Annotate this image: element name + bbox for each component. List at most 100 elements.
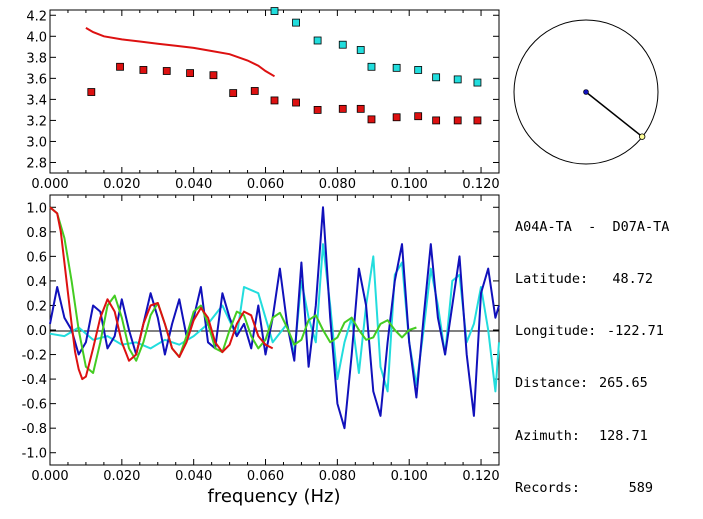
top-point-red	[186, 69, 194, 77]
top-point-red	[414, 112, 423, 121]
azimuth-label: Azimuth:	[515, 427, 581, 444]
bot-ytick-label: 0.8	[26, 226, 47, 241]
top-point-red	[162, 67, 171, 75]
bot-ytick-label: 0.2	[26, 299, 47, 314]
top-point-red	[453, 116, 462, 125]
top-point-cyan	[313, 36, 322, 45]
bot-ytick-label: 0.0	[26, 324, 47, 339]
top-ytick-label: 4.0	[26, 30, 47, 45]
top-point-cyan	[432, 73, 441, 82]
top-point-cyan	[392, 63, 401, 72]
top-ytick-label: 3.6	[26, 72, 47, 87]
station-pair: A04A-TA - D07A-TA	[515, 218, 670, 235]
azimuth-panel	[513, 19, 659, 165]
top-point-cyan	[356, 46, 365, 54]
top-point-red	[87, 88, 96, 96]
info-row-azimuth: Azimuth: 128.71	[515, 428, 669, 445]
x-axis-label: frequency (Hz)	[207, 486, 340, 507]
bottom-panel: 0.000 0.020 0.040 0.060 0.080 0.100 0.120 1.0 0.…	[22, 194, 500, 507]
top-ytick-label: 4.2	[26, 9, 47, 24]
longitude-label: Longitude:	[515, 323, 597, 340]
station-info-panel: A04A-TA - D07A-TA Latitude: 48.72 Longitu…	[515, 184, 669, 515]
bot-ytick-label: -0.8	[22, 422, 47, 437]
top-point-red	[139, 66, 148, 74]
bot-ytick-label: -0.2	[22, 349, 47, 364]
info-row-longitude: Longitude: -122.71	[515, 323, 669, 340]
distance-value: 265.65	[599, 375, 648, 392]
records-label: Records:	[515, 479, 581, 496]
top-plot-frame	[49, 9, 500, 174]
bot-ytick-label: 0.6	[26, 250, 47, 265]
compass-marks	[583, 89, 646, 140]
bot-ytick-label: -1.0	[22, 447, 47, 462]
bottom-series-blue	[49, 206, 500, 430]
bottom-axis-ticks: 0.000 0.020 0.040 0.060 0.080 0.100 0.120 1.0 0.…	[22, 195, 500, 484]
distance-label: Distance:	[515, 375, 589, 392]
top-point-red	[313, 106, 322, 114]
top-axis-ticks: 0.000 0.020 0.040 0.060 0.080 0.100 0.120 2.8 3.…	[26, 9, 499, 192]
top-point-red	[432, 116, 441, 125]
bot-ytick-label: 0.4	[26, 275, 47, 290]
top-panel: 0.000 0.020 0.040 0.060 0.080 0.100 0.120 2.8 3.…	[26, 7, 500, 192]
bot-xtick-label: 0.000	[31, 469, 68, 484]
bottom-data-series	[49, 206, 500, 430]
bot-xtick-label: 0.120	[462, 469, 499, 484]
bottom-plot-frame	[49, 194, 500, 466]
top-point-cyan	[367, 62, 376, 71]
top-ytick-label: 3.2	[26, 114, 47, 129]
compass-circle	[513, 19, 659, 165]
top-curve-red	[85, 27, 276, 78]
bottom-series-green	[49, 206, 417, 374]
top-point-red	[250, 87, 259, 95]
bot-ytick-label: -0.6	[22, 398, 47, 413]
top-xtick-label: 0.120	[462, 177, 499, 192]
longitude-value: -122.71	[607, 323, 664, 340]
bot-ytick-label: -0.4	[22, 373, 47, 388]
top-point-red	[356, 104, 365, 113]
top-point-red	[338, 104, 347, 113]
top-point-red	[116, 62, 124, 71]
top-point-cyan	[292, 18, 300, 27]
top-point-red	[367, 115, 376, 124]
top-point-red	[292, 98, 300, 107]
bot-ytick-label: 1.0	[26, 201, 47, 216]
bottom-series-red	[49, 206, 274, 381]
top-xtick-label: 0.000	[31, 177, 68, 192]
top-point-red	[392, 113, 401, 122]
top-xtick-label: 0.040	[175, 177, 212, 192]
top-point-red	[270, 96, 279, 105]
top-point-red	[473, 116, 482, 125]
compass-center-point	[583, 89, 589, 95]
top-xtick-label: 0.080	[319, 177, 356, 192]
top-point-red	[229, 89, 238, 97]
latitude-value: 48.72	[612, 271, 653, 288]
top-data-series	[85, 7, 482, 125]
azimuth-value: 128.71	[599, 427, 648, 444]
compass-station-point	[638, 133, 646, 140]
bot-xtick-label: 0.100	[391, 469, 428, 484]
top-xtick-label: 0.060	[247, 177, 284, 192]
latitude-label: Latitude:	[515, 271, 589, 288]
top-ytick-label: 3.8	[26, 51, 47, 66]
bot-xtick-label: 0.060	[247, 469, 284, 484]
bot-xtick-label: 0.040	[175, 469, 212, 484]
info-row-distance: Distance: 265.65	[515, 375, 669, 392]
top-point-cyan	[453, 75, 462, 84]
top-point-cyan	[414, 66, 423, 74]
top-xtick-label: 0.020	[103, 177, 140, 192]
azimuth-line	[585, 91, 643, 138]
info-row-latitude: Latitude: 48.72	[515, 271, 669, 288]
top-point-cyan	[473, 78, 482, 87]
top-point-cyan	[338, 40, 347, 49]
bot-xtick-label: 0.020	[103, 469, 140, 484]
top-ytick-label: 2.8	[26, 156, 47, 171]
top-xtick-label: 0.100	[391, 177, 428, 192]
top-point-red	[209, 71, 218, 80]
top-ytick-label: 3.0	[26, 135, 47, 150]
top-ytick-label: 3.4	[26, 93, 47, 108]
info-row-records: Records: 589	[515, 480, 669, 497]
top-point-cyan	[270, 7, 279, 15]
bot-xtick-label: 0.080	[319, 469, 356, 484]
records-value: 589	[628, 479, 653, 496]
